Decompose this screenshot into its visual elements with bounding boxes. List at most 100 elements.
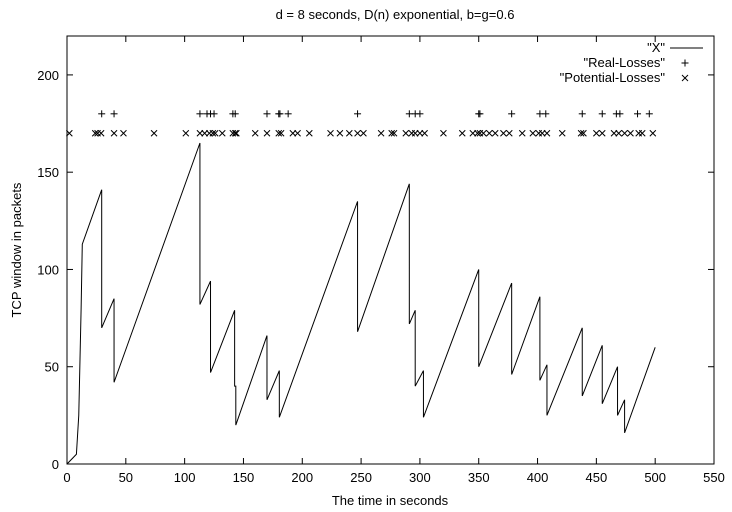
potential-loss-marker	[91, 129, 99, 137]
y-axis-title: TCP window in packets	[9, 182, 24, 317]
potential-loss-marker	[638, 129, 646, 137]
real-loss-marker	[508, 110, 516, 118]
real-loss-marker	[263, 110, 271, 118]
potential-loss-marker	[598, 129, 606, 137]
potential-loss-marker	[518, 129, 526, 137]
real-loss-marker	[354, 110, 362, 118]
x-tick-label: 400	[527, 470, 549, 485]
real-loss-marker	[284, 110, 292, 118]
real-loss-marker	[578, 110, 586, 118]
real-loss-marker	[231, 110, 239, 118]
potential-loss-marker	[500, 129, 507, 137]
real-loss-marker	[616, 110, 624, 118]
x-tick-label: 250	[350, 470, 372, 485]
potential-loss-marker	[218, 129, 226, 137]
potential-loss-marker	[251, 129, 259, 137]
x-tick-label: 300	[409, 470, 431, 485]
x-axis: 0 50 100 150 200 250 300 350 400 450 500 550	[63, 36, 725, 485]
potential-loss-marker	[402, 129, 410, 137]
x-tick-label: 0	[63, 470, 70, 485]
legend-label: "Potential-Losses"	[560, 70, 666, 85]
potential-loss-marker	[649, 129, 657, 137]
x-tick-label: 500	[644, 470, 666, 485]
potential-loss-marker	[615, 129, 623, 137]
y-tick-label: 0	[52, 457, 59, 472]
real-loss-marker	[598, 110, 606, 118]
legend-label: "X"	[647, 40, 665, 55]
potential-loss-marker	[491, 129, 499, 137]
potential-loss-marker	[231, 129, 239, 137]
x-tick-label: 350	[468, 470, 490, 485]
potential-loss-marker	[327, 129, 334, 137]
potential-loss-marker	[577, 129, 585, 137]
potential-loss-marker	[305, 129, 313, 137]
real-loss-marker	[476, 110, 484, 118]
potential-loss-marker	[485, 129, 493, 137]
x-axis-title: The time in seconds	[332, 493, 449, 508]
legend-plus-symbol	[681, 59, 689, 67]
real-loss-marker	[416, 110, 424, 118]
potential-loss-marker	[263, 129, 271, 137]
potential-loss-marker	[209, 129, 217, 137]
legend: "X""Real-Losses""Potential-Losses"	[560, 40, 703, 85]
potential-loss-marker	[345, 129, 353, 137]
potential-loss-marker	[233, 129, 240, 137]
potential-loss-marker	[388, 129, 396, 137]
y-axis: 0 50 100 150 200	[37, 68, 714, 472]
plot-frame	[66, 35, 715, 465]
series-layer	[65, 110, 657, 465]
y-tick-label: 50	[45, 360, 59, 375]
potential-loss-marker	[65, 129, 73, 137]
potential-loss-marker	[377, 129, 385, 137]
potential-loss-marker	[543, 129, 551, 137]
potential-loss-marker	[211, 129, 219, 137]
potential-loss-marker	[97, 129, 105, 137]
potential-loss-marker	[354, 129, 361, 137]
potential-loss-marker	[277, 129, 285, 137]
x-tick-label: 150	[233, 470, 255, 485]
x-tick-label: 100	[174, 470, 196, 485]
potential-loss-marker	[421, 129, 428, 137]
potential-loss-marker	[120, 129, 127, 137]
potential-loss-marker	[593, 129, 600, 137]
real-loss-marker	[405, 110, 413, 118]
x-tick-label: 50	[119, 470, 133, 485]
potential-loss-marker	[580, 129, 587, 137]
real-loss-marker	[536, 110, 544, 118]
legend-cross-symbol	[681, 74, 689, 82]
real-loss-marker	[210, 110, 218, 118]
potential-loss-marker	[621, 129, 628, 137]
real-loss-marker	[276, 110, 284, 118]
potential-loss-marker	[294, 129, 301, 137]
legend-label: "Real-Losses"	[584, 55, 666, 70]
y-tick-label: 200	[37, 68, 59, 83]
x-tick-label: 200	[291, 470, 313, 485]
y-tick-label: 150	[37, 165, 59, 180]
potential-loss-marker	[182, 129, 190, 137]
y-tick-label: 100	[37, 262, 59, 277]
potential-loss-marker	[529, 129, 537, 137]
potential-loss-marker	[150, 129, 158, 137]
chart-title: d = 8 seconds, D(n) exponential, b=g=0.6	[276, 7, 515, 22]
series-x-line	[66, 142, 656, 465]
potential-loss-marker	[474, 129, 481, 137]
real-loss-marker	[110, 110, 118, 118]
potential-loss-marker	[390, 129, 398, 137]
real-loss-marker	[645, 110, 653, 118]
potential-loss-marker	[440, 129, 447, 137]
potential-loss-marker	[458, 129, 466, 137]
x-tick-label: 550	[703, 470, 725, 485]
potential-loss-marker	[360, 129, 367, 137]
potential-loss-marker	[110, 129, 118, 137]
real-loss-marker	[542, 110, 550, 118]
real-loss-marker	[634, 110, 642, 118]
potential-loss-marker	[505, 129, 513, 137]
potential-loss-marker	[275, 129, 283, 137]
real-loss-marker	[98, 110, 106, 118]
potential-loss-marker	[627, 129, 634, 137]
potential-loss-marker	[558, 129, 566, 137]
potential-loss-marker	[480, 129, 487, 137]
x-tick-label: 450	[586, 470, 608, 485]
potential-loss-marker	[336, 129, 344, 137]
